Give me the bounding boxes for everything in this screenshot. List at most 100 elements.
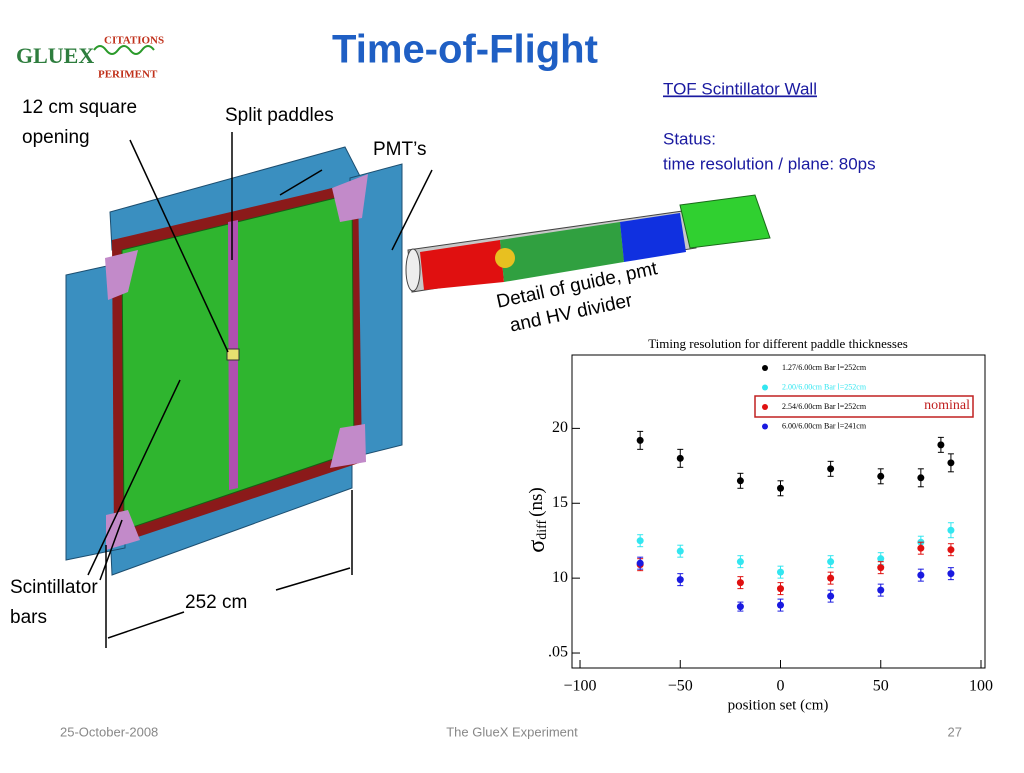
tube-end	[405, 248, 421, 292]
bars-label: Scintillator bars	[10, 577, 98, 628]
pmt-red	[420, 240, 504, 290]
y-tick-label: 20	[552, 419, 568, 436]
point	[827, 574, 835, 582]
legend-label: 1.27/6.00cm Bar l=252cm	[782, 363, 867, 372]
chart-title: Timing resolution for different paddle t…	[648, 336, 908, 351]
opening-label: 12 cm square opening	[22, 97, 137, 148]
arrow	[87, 379, 181, 576]
pmt-detail	[405, 194, 771, 293]
tof-wall	[65, 146, 403, 576]
y-tick-label: 10	[552, 569, 568, 586]
y-unit: (ns)	[526, 487, 547, 517]
x-tick-label: −50	[668, 678, 693, 695]
slide-title: Time-of-Flight	[332, 28, 598, 72]
info-status: Status:	[663, 129, 716, 148]
point	[877, 472, 885, 480]
point	[736, 603, 744, 611]
pmt-blue	[620, 213, 686, 262]
info-resolution: time resolution / plane: 80ps	[663, 154, 876, 173]
nominal-box	[754, 395, 974, 418]
point	[777, 484, 785, 492]
legend-marker	[762, 404, 768, 410]
logo-wave	[93, 45, 155, 55]
logo-main: GLUEX	[16, 43, 94, 68]
line: 12 cm square	[22, 97, 137, 118]
y-subscript: diff	[535, 519, 550, 539]
point	[827, 558, 835, 566]
footer-center: The GlueX Experiment	[446, 724, 578, 739]
legend-marker	[762, 384, 768, 391]
light-guide	[679, 194, 771, 249]
point	[636, 559, 644, 567]
point	[947, 526, 955, 534]
point	[777, 585, 785, 593]
x-tick-label: 50	[873, 678, 889, 695]
point	[736, 558, 744, 566]
logo: GLUEX CITATIONS PERIMENT	[14, 35, 166, 84]
annotation: nominal	[924, 398, 970, 413]
pmt-label: PMT’s	[373, 139, 426, 160]
point	[736, 477, 744, 485]
point	[877, 586, 885, 594]
y-tick-label: 15	[552, 494, 568, 511]
line: Scintillator	[10, 577, 98, 598]
arrow	[391, 169, 433, 251]
x-tick-label: 100	[969, 678, 993, 695]
chart: Timing resolution for different paddle t…	[520, 335, 1000, 720]
arrow	[279, 169, 323, 196]
x-tick-label: 0	[777, 678, 785, 695]
line: opening	[22, 127, 90, 148]
corner	[332, 174, 368, 222]
point	[917, 474, 925, 482]
divider	[495, 248, 515, 268]
point	[947, 459, 955, 467]
left-bars	[65, 261, 126, 561]
chart-bg	[520, 335, 1000, 720]
split-label: Split paddles	[225, 105, 334, 126]
info-heading: TOF Scintillator Wall	[663, 79, 817, 98]
plot-frame	[571, 354, 986, 669]
point	[877, 555, 885, 563]
point	[777, 568, 785, 576]
legend-marker	[762, 423, 768, 430]
corner	[330, 424, 366, 468]
y-axis-label: σdiff (ns)	[524, 487, 551, 552]
point	[827, 465, 835, 473]
x-tick-label: −100	[564, 678, 597, 695]
point	[676, 576, 684, 584]
point	[736, 579, 744, 587]
point	[777, 601, 785, 609]
width-label: 252 cm	[185, 592, 247, 613]
x-axis-label: position set (cm)	[728, 697, 829, 713]
arrows	[87, 132, 433, 648]
logo-bottom: PERIMENT	[98, 69, 158, 81]
arrow	[99, 519, 123, 581]
point	[676, 454, 684, 462]
line: bars	[10, 607, 47, 628]
legend-label: 2.54/6.00cm Bar l=252cm	[782, 402, 867, 411]
y-tick-label: .05	[548, 644, 568, 661]
corner	[105, 250, 138, 300]
point	[917, 544, 925, 552]
arrow	[129, 139, 229, 353]
footer-page: 27	[948, 724, 962, 739]
point	[947, 546, 955, 554]
point	[917, 571, 925, 579]
y-symbol: σ	[524, 540, 550, 553]
point	[636, 436, 644, 444]
legend-marker	[762, 365, 768, 371]
point	[636, 537, 644, 545]
footer-date: 25-October-2008	[60, 724, 158, 739]
pmt-green	[500, 222, 624, 282]
point	[676, 547, 684, 555]
point	[947, 570, 955, 578]
dim-arrow	[275, 567, 351, 591]
point	[877, 564, 885, 572]
opening	[226, 348, 240, 361]
legend-label: 6.00/6.00cm Bar l=241cm	[782, 421, 867, 430]
logo-bg	[14, 38, 166, 84]
logo-top: CITATIONS	[104, 35, 164, 47]
legend-label: 2.00/6.00cm Bar l=252cm	[782, 382, 867, 391]
point	[827, 592, 835, 600]
